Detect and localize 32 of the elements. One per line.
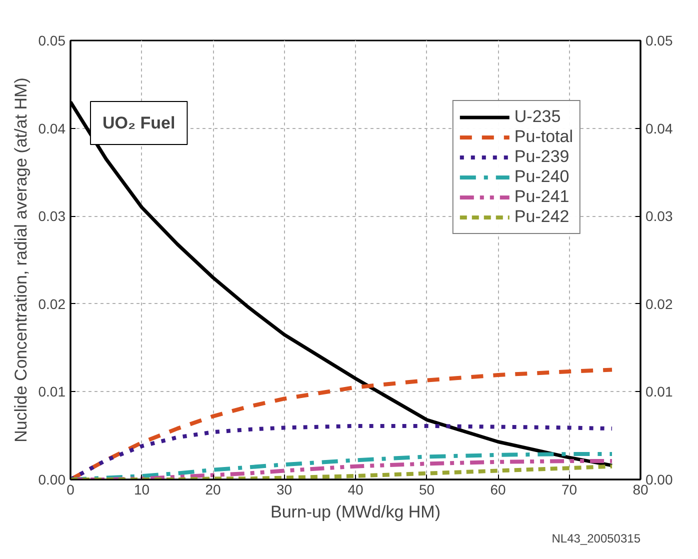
x-tick-label: 10 (134, 482, 150, 498)
y-tick-label: 0.04 (38, 120, 66, 136)
y2-tick-label: 0.02 (646, 296, 673, 312)
x-tick-label: 30 (276, 482, 292, 498)
line-series (70, 424, 614, 480)
x-tick-label: 40 (348, 482, 364, 498)
line-series (70, 464, 614, 480)
y-tick-label: 0.03 (38, 208, 66, 224)
x-tick-label: 20 (205, 482, 221, 498)
x-tick-label: 60 (490, 482, 506, 498)
y-tick-label: 0.01 (38, 384, 66, 400)
legend-label: Pu-240 (514, 167, 570, 187)
x-tick-label: 50 (418, 482, 435, 498)
legend-label: Pu-241 (514, 187, 570, 207)
y2-tick-label: 0.04 (646, 120, 673, 136)
x-axis-title: Burn-up (MWd/kg HM) (270, 502, 441, 522)
line-series (70, 368, 614, 480)
y2-tick-label: 0.01 (646, 384, 673, 400)
y-tick-label: 0.05 (38, 32, 66, 48)
y-tick-label: 0.02 (38, 296, 66, 312)
y-axis-title: Nuclide Concentration, radial average (at/at HM) (11, 78, 30, 442)
y2-tick-label: 0.05 (646, 32, 673, 48)
legend-label: Pu-total (514, 127, 573, 147)
text: NL43_20050315 (552, 532, 641, 546)
legend-label: U-235 (514, 107, 561, 127)
x-tick-label: 70 (561, 482, 578, 498)
legend-label: Pu-242 (514, 207, 570, 227)
annotation: UO₂ Fuel (102, 114, 176, 132)
y2-tick-label: 0.03 (646, 208, 673, 224)
x-tick-label: 0 (66, 482, 75, 498)
y-tick-label: 0.00 (38, 472, 66, 488)
legend-label: Pu-239 (514, 147, 570, 167)
